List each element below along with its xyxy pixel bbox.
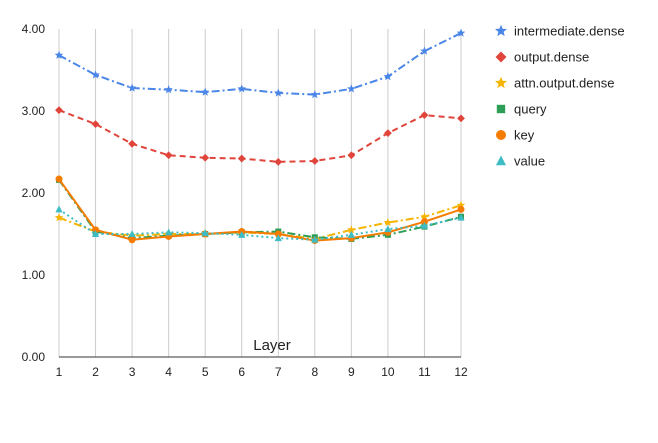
x-axis-label: Layer	[253, 337, 291, 354]
data-point-key	[55, 175, 63, 183]
legend-item-attn-output-dense: attn.output.dense	[495, 76, 614, 91]
data-point-attn-output-dense	[420, 212, 429, 221]
y-tick-label: 3.00	[22, 104, 46, 118]
y-tick-label: 0.00	[22, 350, 46, 364]
data-point-key	[128, 236, 136, 244]
y-tick-label: 4.00	[22, 22, 46, 36]
data-point-intermediate-dense	[237, 84, 247, 93]
series-line-intermediate-dense	[58, 32, 462, 96]
legend: intermediate.dense output.dense attn.outpu…	[495, 24, 625, 169]
data-point-intermediate-dense	[420, 46, 429, 55]
legend-item-intermediate-dense: intermediate.dense	[495, 24, 625, 39]
series-line-query	[58, 179, 462, 240]
legend-item-key: key	[496, 128, 535, 143]
data-point-value	[274, 234, 282, 242]
legend-label-output-dense: output.dense	[514, 50, 589, 65]
data-point-attn-output-dense	[456, 200, 466, 209]
legend-marker-value	[495, 155, 507, 166]
x-tick-label: 2	[92, 365, 99, 379]
y-axis: 0.00 1.00 2.00 3.00 4.00	[22, 22, 46, 364]
data-point-intermediate-dense	[383, 72, 393, 81]
legend-marker-attn-output-dense	[495, 76, 507, 89]
series-line-output-dense	[58, 109, 462, 163]
grid-lines	[58, 29, 462, 358]
data-point-output-dense	[274, 157, 283, 166]
series-line-key	[58, 178, 462, 242]
data-point-value	[238, 230, 246, 238]
legend-marker-query	[496, 104, 506, 114]
series-line-attn-output-dense	[58, 204, 462, 240]
legend-label-value: value	[514, 154, 545, 169]
x-tick-label: 10	[381, 365, 395, 379]
x-tick-label: 12	[454, 365, 468, 379]
data-point-output-dense	[128, 139, 136, 148]
data-point-key	[420, 218, 428, 226]
data-point-output-dense	[420, 111, 429, 119]
legend-item-output-dense: output.dense	[495, 50, 589, 65]
y-tick-label: 1.00	[22, 268, 46, 282]
data-point-intermediate-dense	[127, 83, 137, 92]
data-point-intermediate-dense	[456, 28, 466, 37]
data-point-output-dense	[201, 153, 210, 162]
legend-label-key: key	[514, 128, 535, 143]
data-point-intermediate-dense	[91, 70, 100, 79]
x-axis: 1 2 3 4 5 6 7 8 9 10 11 12	[56, 365, 468, 379]
data-point-output-dense	[384, 129, 392, 138]
x-tick-label: 7	[275, 365, 282, 379]
x-tick-label: 11	[418, 365, 431, 379]
legend-label-attn-output-dense: attn.output.dense	[514, 76, 614, 91]
data-point-intermediate-dense	[347, 84, 356, 93]
data-point-value	[384, 225, 392, 233]
data-point-attn-output-dense	[54, 213, 64, 222]
data-point-intermediate-dense	[273, 88, 283, 97]
x-tick-label: 5	[202, 365, 209, 379]
x-tick-label: 6	[238, 365, 245, 379]
data-point-output-dense	[55, 106, 63, 115]
data-point-value	[311, 235, 319, 243]
data-point-key	[457, 205, 465, 213]
x-tick-label: 3	[129, 365, 136, 379]
y-tick-label: 2.00	[22, 186, 46, 200]
data-point-value	[55, 205, 63, 213]
data-point-output-dense	[91, 120, 100, 129]
legend-marker-key	[496, 130, 506, 140]
data-point-output-dense	[347, 151, 356, 160]
legend-item-query: query	[496, 102, 547, 117]
data-point-value	[347, 230, 355, 238]
data-point-value	[457, 213, 465, 221]
series-output-dense	[55, 106, 465, 166]
legend-label-intermediate-dense: intermediate.dense	[514, 24, 625, 39]
data-point-value	[420, 221, 429, 229]
x-tick-label: 4	[165, 365, 172, 379]
series-intermediate-dense	[54, 28, 466, 99]
series-value	[55, 205, 465, 243]
data-point-attn-output-dense	[383, 218, 393, 227]
x-tick-label: 9	[348, 365, 355, 379]
data-point-value	[128, 230, 136, 237]
legend-marker-intermediate-dense	[495, 24, 507, 37]
data-point-attn-output-dense	[347, 225, 356, 234]
data-point-output-dense	[310, 157, 319, 165]
data-point-intermediate-dense	[54, 50, 64, 59]
data-point-output-dense	[164, 151, 173, 160]
data-point-value	[165, 228, 173, 236]
legend-marker-output-dense	[495, 51, 507, 63]
data-point-output-dense	[457, 114, 465, 123]
legend-item-value: value	[495, 154, 545, 169]
series-group	[54, 28, 466, 245]
data-point-intermediate-dense	[164, 85, 173, 94]
data-point-intermediate-dense	[200, 87, 210, 96]
x-tick-label: 8	[311, 365, 318, 379]
x-tick-label: 1	[56, 365, 63, 379]
data-point-value	[91, 230, 100, 237]
data-point-output-dense	[237, 154, 246, 163]
data-point-key	[274, 230, 282, 238]
data-point-intermediate-dense	[310, 90, 320, 99]
data-point-value	[201, 229, 209, 237]
legend-label-query: query	[514, 102, 547, 117]
